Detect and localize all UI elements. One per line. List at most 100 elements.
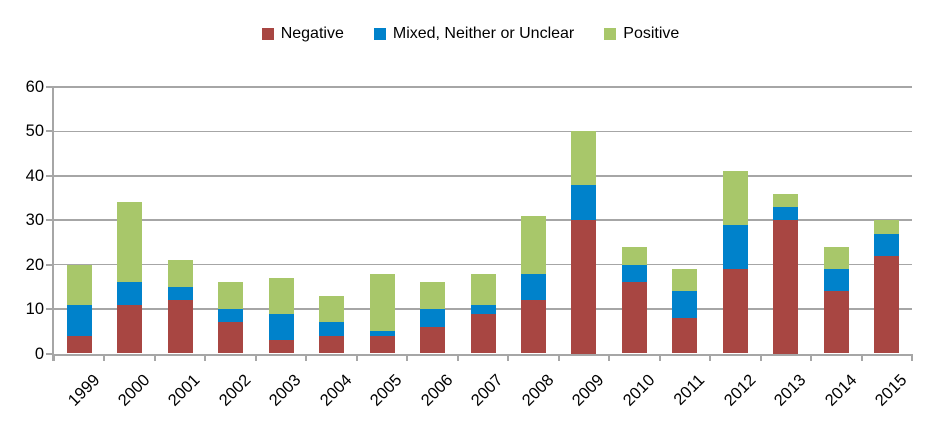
- gridline-30: [54, 219, 912, 222]
- x-axis-label-2010: 2010: [619, 371, 659, 410]
- bar-segment-2011-negative: [672, 317, 698, 354]
- bar-segment-2006-negative: [420, 326, 446, 354]
- bar-segment-1999-negative: [66, 335, 92, 354]
- x-axis-tick-10: [557, 353, 560, 361]
- bar-segment-2015-positive: [874, 220, 900, 234]
- bar-segment-2015-mixed: [874, 233, 900, 256]
- x-axis-label-1999: 1999: [64, 371, 103, 410]
- legend-label-negative: Negative: [280, 25, 344, 42]
- bar-segment-2005-mixed: [369, 331, 395, 336]
- bar-segment-2013-negative: [773, 220, 799, 354]
- bar-segment-2003-mixed: [268, 313, 294, 341]
- bar-segment-2006-mixed: [420, 309, 446, 327]
- bar-segment-2010-negative: [621, 282, 647, 354]
- x-axis-label-2009: 2009: [568, 371, 608, 410]
- bar-segment-2009-negative: [571, 220, 597, 354]
- bar-segment-2003-positive: [268, 277, 294, 314]
- bar-segment-2008-positive: [520, 215, 546, 274]
- y-axis-label-60: 60: [25, 78, 44, 96]
- mixed-swatch-icon: [373, 28, 386, 40]
- x-axis-label-2003: 2003: [266, 371, 305, 410]
- bar-segment-1999-mixed: [66, 304, 92, 336]
- y-axis-tick-10: [46, 308, 54, 311]
- x-axis-label-2007: 2007: [468, 371, 507, 410]
- x-axis-label-2004: 2004: [316, 371, 356, 410]
- bar-segment-2015-negative: [874, 255, 900, 354]
- y-axis-label-10: 10: [25, 300, 44, 319]
- bar-segment-2008-negative: [520, 300, 546, 354]
- bar-segment-2004-positive: [319, 295, 345, 323]
- legend-item-mixed: Mixed, Neither or Unclear: [373, 25, 575, 43]
- bar-segment-2000-positive: [117, 202, 143, 283]
- bar-segment-2014-mixed: [823, 269, 849, 292]
- bar-segment-2005-positive: [369, 273, 395, 332]
- negative-swatch-icon: [261, 28, 274, 40]
- bar-segment-2003-negative: [268, 340, 294, 354]
- bar-segment-2014-positive: [823, 246, 849, 270]
- bar-segment-2012-positive: [722, 171, 748, 225]
- bar-segment-2011-mixed: [672, 291, 698, 318]
- bar-segment-2009-mixed: [571, 184, 597, 221]
- x-axis-tick-5: [305, 353, 308, 361]
- x-axis-label-2008: 2008: [518, 371, 558, 410]
- bar-segment-2012-mixed: [722, 224, 748, 270]
- bar-segment-2004-mixed: [319, 322, 345, 336]
- y-axis-tick-0: [46, 352, 54, 355]
- x-axis-label-2011: 2011: [670, 371, 709, 409]
- bar-segment-2010-mixed: [621, 264, 647, 283]
- bar-segment-2005-negative: [369, 335, 395, 354]
- bar-segment-2008-mixed: [520, 273, 546, 301]
- x-axis-tick-2: [153, 353, 156, 361]
- bar-segment-2002-positive: [218, 282, 244, 310]
- bar-segment-2014-negative: [823, 291, 849, 354]
- x-axis-tick-4: [254, 353, 257, 361]
- x-axis-tick-6: [355, 353, 358, 361]
- x-axis-label-2014: 2014: [821, 371, 861, 410]
- gridline-20: [54, 263, 912, 266]
- x-axis-tick-11: [608, 353, 611, 361]
- bar-segment-2012-negative: [722, 269, 748, 354]
- x-axis-label-2001: 2001: [165, 371, 204, 410]
- y-axis-label-30: 30: [25, 211, 44, 230]
- bar-segment-2011-positive: [672, 269, 698, 292]
- legend-item-positive: Positive: [604, 25, 679, 43]
- bar-segment-2001-negative: [167, 300, 193, 354]
- bar-segment-2007-negative: [470, 313, 496, 354]
- x-axis-label-2012: 2012: [720, 371, 760, 410]
- y-axis-tick-60: [46, 86, 54, 88]
- positive-swatch-icon: [604, 28, 617, 40]
- bar-segment-2001-mixed: [167, 286, 193, 301]
- y-axis-tick-30: [46, 219, 54, 222]
- x-axis-label-2005: 2005: [367, 371, 406, 410]
- bar-segment-2001-positive: [167, 260, 193, 287]
- x-axis-tick-7: [406, 353, 409, 361]
- x-axis-tick-8: [456, 353, 459, 361]
- bar-segment-2009-positive: [571, 131, 597, 185]
- x-axis-tick-12: [658, 353, 661, 361]
- bar-segment-2010-positive: [621, 246, 647, 265]
- x-axis-tick-3: [204, 353, 207, 361]
- x-axis-tick-13: [709, 353, 712, 361]
- x-axis-label-2000: 2000: [114, 371, 154, 410]
- gridline-60: [54, 86, 912, 88]
- bar-segment-2004-negative: [319, 335, 345, 354]
- x-axis-label-2013: 2013: [770, 371, 810, 410]
- y-axis-label-0: 0: [34, 344, 44, 363]
- bar-segment-2013-positive: [773, 193, 799, 207]
- y-axis-label-20: 20: [25, 255, 44, 274]
- bar-segment-1999-positive: [66, 264, 92, 305]
- x-axis-label-2015: 2015: [871, 371, 911, 410]
- gridline-40: [54, 175, 912, 177]
- legend-label-mixed: Mixed, Neither or Unclear: [392, 25, 575, 42]
- y-axis-line: [52, 87, 54, 361]
- bar-segment-2000-mixed: [117, 282, 143, 305]
- y-axis-tick-20: [46, 263, 54, 266]
- x-axis-tick-15: [810, 353, 813, 361]
- bar-segment-2007-positive: [470, 273, 496, 305]
- bar-segment-2000-negative: [117, 304, 143, 354]
- chart-legend: Negative Mixed, Neither or Unclear Posit…: [0, 25, 941, 43]
- y-axis-tick-40: [46, 174, 54, 177]
- x-axis-tick-17: [911, 353, 913, 361]
- legend-label-positive: Positive: [623, 25, 680, 42]
